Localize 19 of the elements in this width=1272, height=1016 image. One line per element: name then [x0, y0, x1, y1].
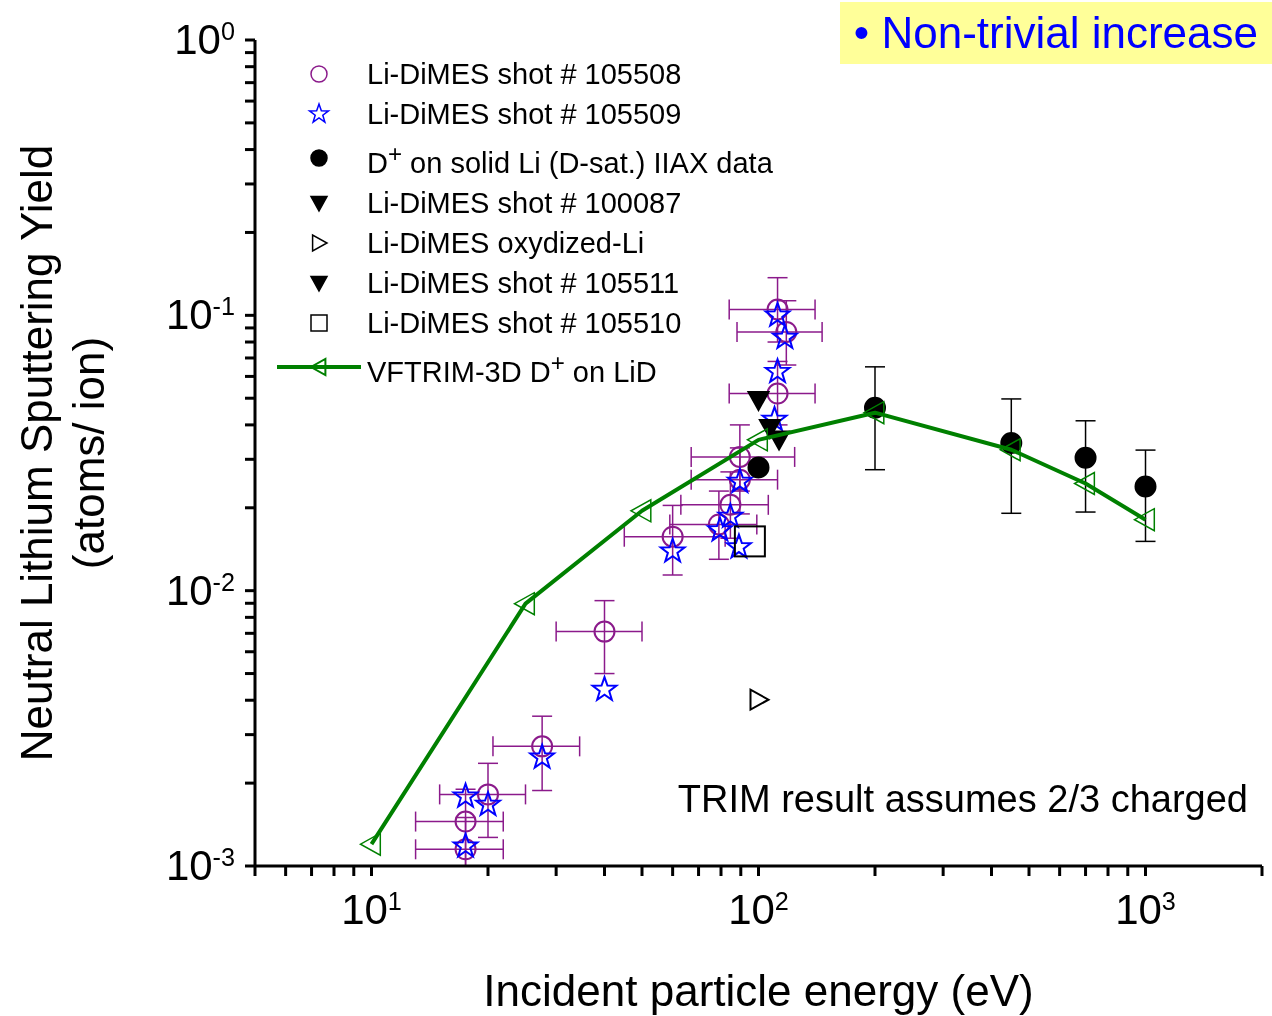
- x-tick-label: 10$^{1}$: [341, 886, 402, 933]
- x-tick-label: 10$^{3}$: [1115, 886, 1176, 933]
- legend-label: Li-DiMES shot # 105511: [367, 265, 680, 301]
- x-tick-label: 10$^{2}$: [728, 886, 789, 933]
- x-axis-title: Incident particle energy (eV): [483, 966, 1034, 1015]
- y-tick-label: 10$^{-3}$: [165, 842, 235, 889]
- legend-label: D$^{+}$ on solid Li (D-sat.) IIAX data: [367, 139, 773, 181]
- y-tick-label: 10$^{-1}$: [165, 291, 235, 339]
- legend-label: Li-DiMES oxydized-Li: [367, 225, 645, 261]
- annotation: TRIM result assumes 2/3 charged: [677, 778, 1248, 821]
- legend-label: Li-DiMES shot # 105510: [367, 305, 682, 341]
- legend-label: Li-DiMES shot # 105509: [367, 97, 682, 132]
- legend-label: Li-DiMES shot # 105508: [367, 57, 682, 92]
- y-tick-label: 10$^{0}$: [174, 16, 235, 63]
- y-axis-title: Neutral Lithium Sputtering Yield (atoms/ ion): [12, 144, 113, 762]
- legend-label: VFTRIM-3D D$^{+}$ on LiD: [367, 347, 657, 390]
- y-tick-label: 10$^{-2}$: [165, 566, 235, 614]
- annotation: • Non-trivial increase: [839, 2, 1272, 64]
- legend-label: Li-DiMES shot # 100087: [367, 185, 682, 221]
